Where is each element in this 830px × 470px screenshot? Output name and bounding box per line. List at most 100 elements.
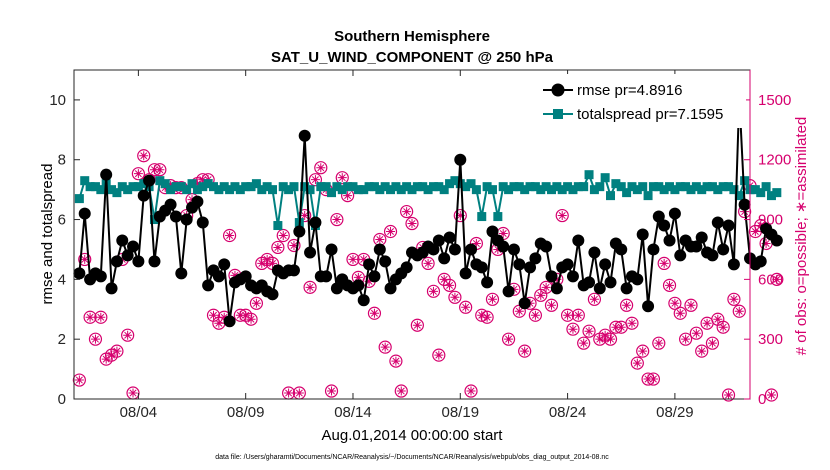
totalspread-marker <box>541 182 551 192</box>
legend-rmse-marker <box>551 83 565 97</box>
totalspread-marker <box>300 182 310 192</box>
obs-possible-marker <box>528 308 542 322</box>
rmse-marker <box>287 264 300 277</box>
totalspread-marker <box>262 182 272 192</box>
x-tick-label: 08/09 <box>227 404 265 421</box>
obs-assimilated-marker <box>225 230 235 240</box>
obs-assimilated-marker <box>273 242 283 252</box>
totalspread-marker <box>718 182 728 192</box>
rmse-marker <box>588 246 601 259</box>
y2-tick-label: 300 <box>758 331 783 348</box>
obs-assimilated-marker <box>530 310 540 320</box>
obs-possible-marker <box>453 208 467 223</box>
rmse-marker <box>121 249 134 262</box>
obs-assimilated-marker <box>139 151 149 161</box>
obs-possible-marker <box>657 256 671 271</box>
totalspread-marker <box>632 185 642 195</box>
rmse-marker <box>320 270 333 283</box>
rmse-marker <box>545 270 558 283</box>
obs-possible-marker <box>314 161 328 175</box>
obs-possible-marker <box>587 292 602 306</box>
totalspread-marker <box>117 182 127 192</box>
obs-assimilated-marker <box>149 165 159 175</box>
obs-possible-marker <box>518 344 532 358</box>
obs-assimilated-marker <box>353 272 363 282</box>
totalspread-marker <box>133 182 143 192</box>
rmse-marker <box>132 255 145 268</box>
rmse-marker <box>212 270 225 283</box>
obs-assimilated-marker <box>568 324 578 334</box>
obs-assimilated-marker <box>659 258 669 268</box>
totalspread-marker <box>171 182 181 192</box>
obs-possible-marker <box>544 298 559 312</box>
obs-assimilated-marker <box>654 338 664 348</box>
totalspread-marker <box>643 191 653 201</box>
obs-assimilated-marker <box>766 390 776 400</box>
obs-assimilated-marker <box>729 294 739 304</box>
totalspread-marker <box>659 185 669 195</box>
totalspread-marker <box>364 182 374 192</box>
totalspread-marker <box>686 185 696 195</box>
rmse-marker <box>507 243 520 256</box>
axes-layer: 08/04 08/09 08/14 08/19 08/24 08/29 0 2 4 6 8 10 0 30… <box>49 70 791 421</box>
totalspread-marker <box>675 182 685 192</box>
obs-assimilated-marker <box>246 314 256 324</box>
totalspread-marker <box>487 185 497 195</box>
rmse-marker <box>427 243 440 256</box>
rmse-marker <box>711 216 724 229</box>
rmse-marker <box>717 243 730 256</box>
rmse-marker <box>202 279 215 292</box>
rmse-marker <box>368 270 381 283</box>
rmse-marker <box>668 207 681 220</box>
totalspread-marker <box>493 212 503 222</box>
rmse-marker <box>169 210 182 223</box>
totalspread-marker <box>316 182 326 192</box>
obs-assimilated-marker <box>772 274 782 284</box>
obs-possible-marker <box>271 240 285 255</box>
x-tick-label: 08/19 <box>442 404 480 421</box>
obs-assimilated-marker <box>219 312 229 322</box>
rmse-marker <box>566 270 579 283</box>
totalspread-marker <box>713 185 723 195</box>
legend-spread-marker <box>553 109 563 119</box>
totalspread-marker <box>107 185 117 195</box>
totalspread-marker <box>273 221 283 231</box>
totalspread-marker <box>187 179 197 189</box>
obs-possible-marker <box>727 292 741 306</box>
rmse-marker <box>647 243 660 256</box>
totalspread-marker <box>123 185 133 195</box>
obs-possible-marker <box>432 348 446 362</box>
obs-possible-marker <box>721 388 736 402</box>
obs-assimilated-marker <box>423 258 433 268</box>
y2-tick-label: 1500 <box>758 92 791 109</box>
totalspread-marker <box>241 182 251 192</box>
obs-assimilated-marker <box>482 312 492 322</box>
rmse-marker <box>481 276 494 289</box>
rmse-marker <box>599 258 612 271</box>
totalspread-marker <box>128 182 138 192</box>
totalspread-marker <box>230 182 240 192</box>
chart-subtitle: SAT_U_WIND_COMPONENT @ 250 hPa <box>271 49 554 66</box>
y2-tick-label: 900 <box>758 212 783 229</box>
y-tick-label: 2 <box>58 331 66 348</box>
obs-assimilated-marker <box>718 322 728 332</box>
obs-assimilated-marker <box>348 254 358 264</box>
obs-assimilated-marker <box>428 286 438 296</box>
totalspread-marker <box>305 185 315 195</box>
obs-possible-marker <box>620 298 634 312</box>
obs-possible-marker <box>94 310 108 324</box>
totalspread-marker <box>396 185 406 195</box>
totalspread-marker <box>648 182 658 192</box>
obs-possible-marker <box>287 238 301 253</box>
totalspread-marker <box>729 185 739 195</box>
obs-assimilated-marker <box>310 175 320 185</box>
obs-assimilated-marker <box>316 163 326 173</box>
totalspread-marker <box>219 182 229 192</box>
obs-possible-marker <box>110 344 124 358</box>
obs-assimilated-marker <box>80 254 90 264</box>
totalspread-marker <box>595 182 605 192</box>
rmse-marker <box>373 243 386 256</box>
totalspread-marker <box>407 185 417 195</box>
obs-possible-marker <box>137 149 151 163</box>
obs-assimilated-marker <box>386 227 396 237</box>
